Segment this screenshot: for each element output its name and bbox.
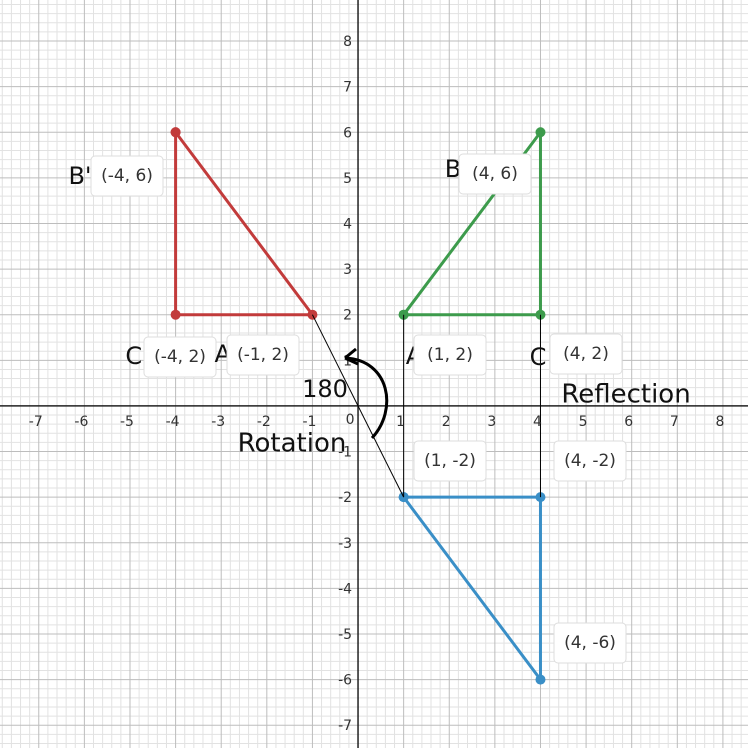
- y-tick-label: 5: [343, 171, 352, 187]
- segment-line: [174, 131, 316, 317]
- annotation: C': [125, 342, 148, 370]
- x-tick-label: 4: [533, 414, 542, 430]
- y-tick-label: -4: [338, 581, 352, 597]
- annotation: (4, 2): [563, 344, 609, 364]
- x-tick-label: 1: [396, 414, 405, 430]
- x-tick-label: 3: [487, 414, 496, 430]
- segment-line: [311, 314, 405, 498]
- annotation: (-1, 2): [237, 345, 289, 365]
- x-tick-label: -6: [74, 414, 88, 430]
- annotation: (-4, 2): [154, 347, 206, 367]
- y-tick-label: -5: [338, 627, 352, 643]
- annotation: C: [530, 343, 547, 371]
- segment-line: [402, 495, 542, 685]
- annotation: (4, 6): [472, 164, 518, 184]
- y-tick-label: -3: [338, 536, 352, 552]
- label-box: [553, 440, 627, 482]
- x-tick-label: -5: [120, 414, 134, 430]
- annotation: B: [445, 155, 461, 183]
- annotation: (1, 2): [427, 345, 473, 365]
- y-tick-label: 4: [343, 216, 352, 232]
- label-box: [413, 334, 487, 376]
- y-tick-label: 7: [343, 80, 352, 96]
- y-tick-label: 6: [343, 125, 352, 141]
- y-tick-label: -1: [338, 445, 352, 461]
- label-box: [413, 440, 487, 482]
- y-tick-label: 2: [343, 308, 352, 324]
- annotation: B': [68, 162, 91, 190]
- origin-label: 0: [346, 412, 355, 428]
- x-tick-label: -2: [257, 414, 271, 430]
- label-box: [553, 622, 627, 664]
- x-tick-label: -1: [302, 414, 316, 430]
- x-tick-label: 7: [670, 414, 679, 430]
- annotation: Reflection: [561, 380, 690, 410]
- vertex-point: [170, 127, 181, 138]
- x-tick-label: -7: [29, 414, 43, 430]
- label-box: [90, 155, 164, 197]
- label-box: [458, 153, 532, 195]
- y-tick-label: -6: [338, 673, 352, 689]
- annotation: (1, -2): [424, 451, 476, 471]
- rotation-arrow: [344, 347, 389, 440]
- segment-line: [402, 127, 542, 317]
- vertex-point: [535, 674, 546, 685]
- x-tick-label: 2: [442, 414, 451, 430]
- x-tick-label: -4: [166, 414, 180, 430]
- y-tick-label: -7: [338, 718, 352, 734]
- annotation: Rotation: [238, 429, 347, 459]
- vertex-point: [535, 127, 546, 138]
- annotation: 180: [302, 375, 348, 403]
- label-box: [143, 336, 217, 378]
- label-box: [226, 334, 300, 376]
- vertex-point: [170, 309, 181, 320]
- x-tick-label: 6: [624, 414, 633, 430]
- x-tick-label: 8: [715, 414, 724, 430]
- y-tick-label: 1: [343, 353, 352, 369]
- annotation: (4, -2): [564, 451, 616, 471]
- annotation: (-4, 6): [101, 166, 153, 186]
- label-box: [549, 333, 623, 375]
- annotation: (4, -6): [564, 633, 616, 653]
- y-tick-label: -2: [338, 490, 352, 506]
- x-tick-label: -3: [211, 414, 225, 430]
- y-tick-label: 8: [343, 34, 352, 50]
- y-tick-label: 3: [343, 262, 352, 278]
- x-tick-label: 5: [579, 414, 588, 430]
